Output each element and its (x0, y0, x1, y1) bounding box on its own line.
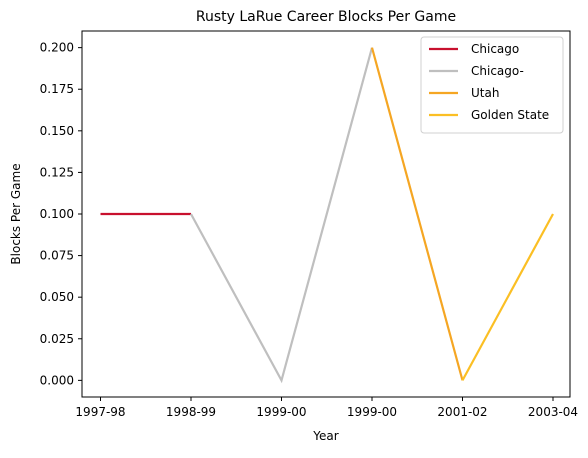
x-tick-label: 1998-99 (166, 405, 216, 419)
legend: Chicago Chicago- Utah Golden State (420, 36, 564, 134)
legend-label: Chicago (471, 42, 519, 56)
series-line (370, 47, 464, 381)
y-tick-label: 0.025 (40, 332, 74, 346)
series-line (461, 213, 554, 381)
legend-label: Chicago- (471, 64, 524, 78)
x-tick-label: 2003-04 (528, 405, 578, 419)
y-tick-label: 0.125 (40, 165, 74, 179)
series-line (190, 47, 374, 384)
y-tick-label: 0.175 (40, 82, 74, 96)
y-axis-label: Blocks Per Game (9, 163, 23, 264)
y-tick-label: 0.150 (40, 124, 74, 138)
legend-box (420, 36, 564, 134)
series-lines (100, 47, 554, 384)
legend-label: Golden State (471, 108, 549, 122)
x-tick-label: 1999-00 (347, 405, 397, 419)
y-axis: 0.000 0.025 0.050 0.075 0.100 0.125 0.150 0.175… (40, 41, 82, 387)
x-tick-label: 2001-02 (437, 405, 487, 419)
y-tick-label: 0.050 (40, 290, 74, 304)
y-tick-label: 0.075 (40, 249, 74, 263)
y-tick-label: 0.200 (40, 41, 74, 55)
x-tick-label: 1997-98 (75, 405, 125, 419)
x-axis-label: Year (312, 429, 338, 443)
x-axis: 1997-98 1998-99 1999-00 1999-00 2001-02 2003-… (75, 397, 578, 419)
legend-label: Utah (471, 86, 499, 100)
y-tick-label: 0.000 (40, 373, 74, 387)
x-tick-label: 1999-00 (256, 405, 306, 419)
y-tick-label: 0.100 (40, 207, 74, 221)
chart-title: Rusty LaRue Career Blocks Per Game (196, 9, 456, 25)
